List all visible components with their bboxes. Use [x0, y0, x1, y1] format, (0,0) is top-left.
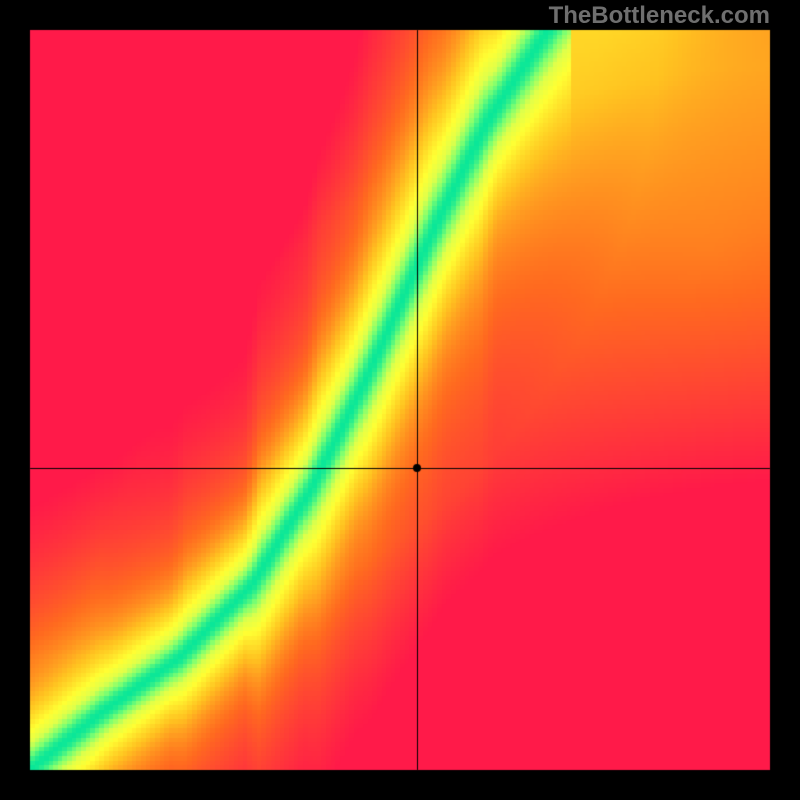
- chart-container: { "canvas": { "full_width": 800, "full_h…: [0, 0, 800, 800]
- crosshair-overlay: [0, 0, 800, 800]
- watermark-text: TheBottleneck.com: [549, 2, 770, 30]
